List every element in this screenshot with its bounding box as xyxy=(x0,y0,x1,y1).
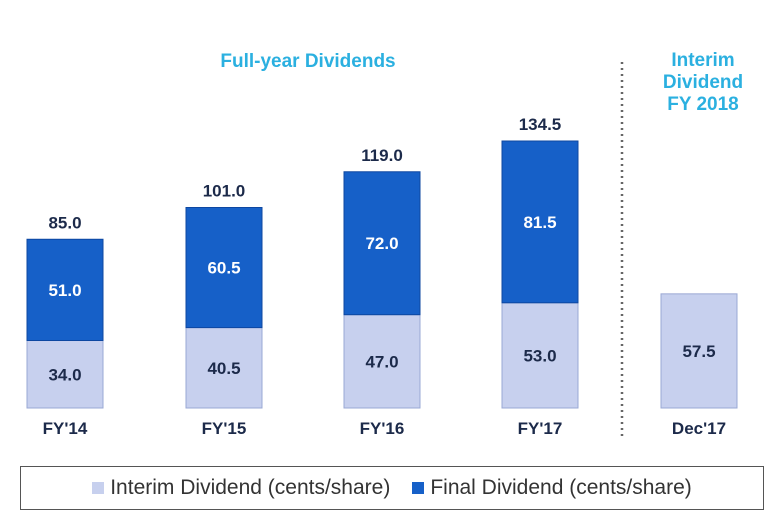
legend-label-interim: Interim Dividend (cents/share) xyxy=(110,476,391,499)
legend-label-final: Final Dividend (cents/share) xyxy=(430,476,692,499)
bar-interim-label: 53.0 xyxy=(523,346,556,365)
bar-interim-label: 34.0 xyxy=(48,365,81,384)
bar-final xyxy=(185,207,263,329)
legend-item-final: Final Dividend (cents/share) xyxy=(412,476,692,500)
annotation-line-3: FY 2018 xyxy=(667,94,738,115)
bar-total-label: 85.0 xyxy=(48,213,81,232)
bar-total-label: 101.0 xyxy=(203,182,246,201)
bar-interim xyxy=(501,302,579,409)
category-label: FY'17 xyxy=(518,419,563,438)
legend-item-interim: Interim Dividend (cents/share) xyxy=(92,476,390,500)
annotation-line-1: Interim xyxy=(671,50,734,71)
legend-swatch-interim xyxy=(92,482,105,494)
category-label: FY'14 xyxy=(43,419,88,438)
bar-total-label: 119.0 xyxy=(361,146,403,165)
bar-final-label: 60.5 xyxy=(207,259,240,278)
category-label: FY'15 xyxy=(202,419,247,438)
legend: Interim Dividend (cents/share) Final Div… xyxy=(20,466,764,510)
annotation-line-2: Dividend xyxy=(663,72,743,93)
category-label: FY'16 xyxy=(360,419,405,438)
bar-final xyxy=(501,140,579,304)
bar-final xyxy=(343,171,421,316)
bar-interim xyxy=(185,327,263,409)
bar-final-label: 51.0 xyxy=(48,281,81,300)
bar-final-label: 81.5 xyxy=(523,213,556,232)
bar-interim xyxy=(26,340,104,409)
legend-swatch-final xyxy=(412,482,425,494)
chart-title: Full-year Dividends xyxy=(220,51,395,72)
category-label: Dec'17 xyxy=(672,419,726,438)
bar-interim-label: 40.5 xyxy=(207,359,240,378)
bar-interim-label: 47.0 xyxy=(365,352,398,371)
bar-interim-label: 57.5 xyxy=(682,342,715,361)
bar-interim xyxy=(343,314,421,409)
bar-total-label: 134.5 xyxy=(519,115,562,134)
bar-final xyxy=(26,238,104,342)
bar-interim xyxy=(660,293,738,409)
bar-final-label: 72.0 xyxy=(365,234,398,253)
